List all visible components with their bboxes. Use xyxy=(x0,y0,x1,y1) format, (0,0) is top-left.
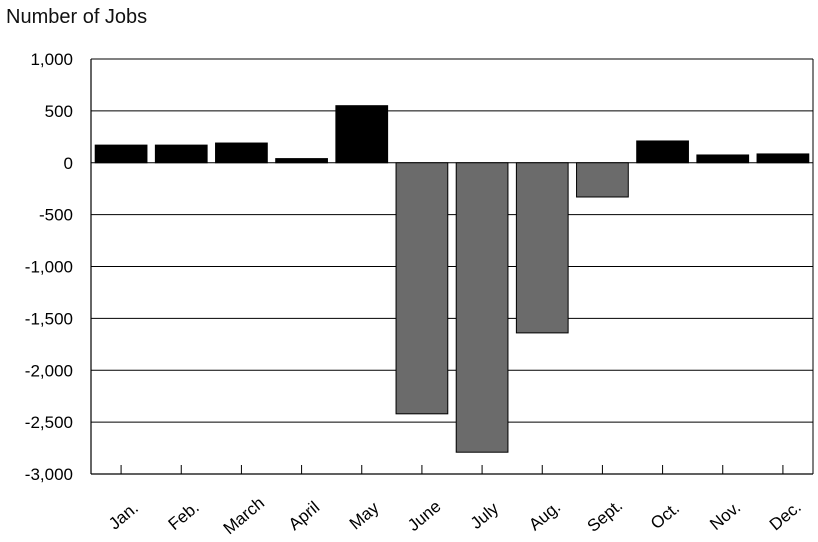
x-tick-label: Sept. xyxy=(584,496,627,536)
x-tick-label: Oct. xyxy=(647,498,683,533)
y-tick-label: -500 xyxy=(39,206,73,225)
bars xyxy=(94,105,810,453)
x-tick-label: Feb. xyxy=(165,498,203,534)
bar-feb xyxy=(154,144,208,164)
bar-oct xyxy=(636,140,689,164)
bar-april xyxy=(275,158,328,164)
y-tick-label: 500 xyxy=(45,102,73,121)
x-tick-label: April xyxy=(285,498,323,534)
y-tick-label: -1,000 xyxy=(25,258,73,277)
bar-sept xyxy=(576,162,629,198)
gridlines xyxy=(91,58,813,475)
bar-may xyxy=(335,105,389,164)
x-tick-label: Aug. xyxy=(525,497,564,534)
x-tick-label: July xyxy=(467,498,503,532)
x-tick-label: Jan. xyxy=(105,498,142,533)
bar-july xyxy=(455,162,509,453)
x-tick-label: May xyxy=(346,498,383,534)
y-tick-label: -2,000 xyxy=(25,361,73,380)
x-tick-label: Dec. xyxy=(766,497,805,534)
bar-jan xyxy=(94,144,148,164)
bar-aug xyxy=(515,162,569,334)
y-tick-label: 0 xyxy=(64,154,73,173)
x-tick-label: Nov. xyxy=(706,498,744,534)
y-tick-label: -2,500 xyxy=(25,413,73,432)
x-tick-label: June xyxy=(404,497,444,535)
y-axis-label: Number of Jobs xyxy=(6,6,148,28)
x-tick-label: March xyxy=(220,493,268,538)
x-tick-labels: Jan. Feb. March April May June July Aug. Sept. Oc… xyxy=(105,493,805,538)
axes xyxy=(90,59,814,475)
bar-nov xyxy=(696,154,750,164)
y-tick-label: -1,500 xyxy=(25,309,73,328)
bar-march xyxy=(215,142,268,164)
y-tick-label: 1,000 xyxy=(30,50,73,69)
y-tick-label: -3,000 xyxy=(25,465,73,484)
y-tick-labels: 1,000 500 0 -500 -1,000 -1,500 -2,000 -2,500 -3,… xyxy=(25,50,73,484)
bar-dec xyxy=(756,153,810,164)
bar-june xyxy=(395,162,449,415)
